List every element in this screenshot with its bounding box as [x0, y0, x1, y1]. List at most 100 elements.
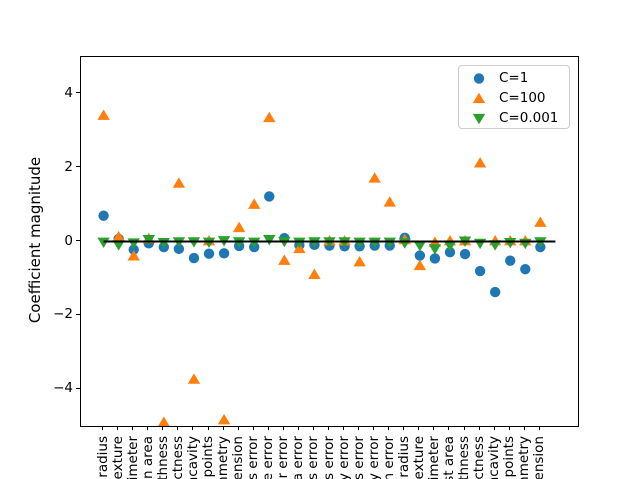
data-point — [489, 286, 501, 298]
data-point — [414, 250, 426, 261]
data-point — [203, 248, 215, 259]
x-tick-label: mean radius — [94, 436, 111, 479]
x-tick-label: worst compactness — [471, 436, 487, 479]
data-point — [173, 243, 185, 255]
x-tick-label: mean area — [139, 436, 156, 479]
data-point — [97, 109, 110, 120]
x-tick-label: mean smoothness — [155, 436, 171, 479]
x-tick-mark — [448, 426, 450, 430]
y-tick-mark — [76, 92, 80, 94]
legend-label: C=1 — [499, 70, 529, 86]
data-point — [202, 237, 216, 249]
x-tick-label: concave points error — [351, 436, 367, 479]
x-tick-mark — [538, 426, 540, 430]
data-point — [473, 238, 487, 250]
x-tick-mark — [147, 426, 149, 430]
data-point — [247, 237, 261, 249]
x-tick-mark — [222, 426, 224, 430]
x-tick-label: mean texture — [110, 436, 126, 479]
data-point — [368, 237, 381, 249]
x-tick-label: mean compactness — [170, 436, 186, 479]
x-tick-label: radius error — [245, 436, 262, 479]
triangle-down-icon — [459, 112, 499, 125]
data-point — [505, 255, 516, 266]
data-point — [264, 191, 275, 202]
circle-icon — [459, 72, 499, 85]
data-point — [443, 240, 457, 252]
x-tick-mark — [403, 426, 405, 430]
data-point — [97, 237, 110, 249]
y-tick-label: 4 — [64, 84, 73, 101]
x-tick-label: compactness error — [321, 436, 337, 479]
x-tick-mark — [132, 426, 134, 430]
x-tick-label: worst symmetry — [516, 436, 532, 479]
x-tick-label: area error — [290, 436, 307, 479]
data-point — [534, 216, 547, 227]
data-point — [218, 248, 230, 259]
legend-item-c-100: C=100 — [459, 88, 569, 108]
x-tick-label: smoothness error — [305, 436, 321, 479]
data-point — [187, 373, 201, 384]
data-point — [232, 221, 246, 233]
data-point — [263, 111, 276, 123]
data-point — [459, 248, 471, 260]
x-tick-mark — [117, 426, 119, 430]
x-tick-mark — [207, 426, 209, 430]
y-tick-label: −4 — [53, 380, 73, 397]
data-point — [428, 244, 442, 255]
x-tick-label: worst area — [440, 436, 457, 479]
data-point — [444, 247, 456, 258]
y-tick-label: 0 — [64, 232, 73, 249]
data-point — [142, 235, 155, 246]
x-tick-mark — [192, 426, 194, 430]
legend-item-c-1: C=1 — [459, 68, 569, 88]
data-point — [293, 237, 306, 249]
x-tick-label: mean fractal dimension — [230, 436, 246, 479]
x-tick-mark — [328, 426, 329, 430]
data-point — [413, 259, 427, 271]
x-tick-mark — [493, 426, 495, 430]
data-point — [127, 250, 140, 261]
x-tick-mark — [418, 426, 420, 430]
data-point — [128, 244, 139, 255]
x-tick-mark — [297, 426, 299, 430]
plot-area — [80, 56, 579, 427]
x-tick-label: worst concavity — [486, 436, 502, 479]
x-tick-mark — [102, 426, 104, 430]
data-point — [247, 198, 261, 209]
x-tick-label: worst smoothness — [456, 436, 472, 479]
data-point — [112, 230, 125, 242]
x-tick-mark — [463, 426, 465, 430]
x-tick-label: worst radius — [395, 436, 412, 479]
x-tick-label: symmetry error — [366, 436, 382, 479]
data-point — [217, 413, 231, 425]
x-tick-label: concavity error — [336, 436, 352, 479]
x-tick-mark — [508, 426, 510, 430]
x-tick-mark — [373, 426, 375, 430]
x-tick-mark — [237, 426, 239, 430]
x-tick-label: perimeter error — [275, 436, 291, 479]
x-tick-label: worst texture — [411, 436, 427, 479]
x-tick-mark — [358, 426, 360, 430]
x-tick-mark — [252, 426, 254, 430]
y-tick-mark — [76, 313, 80, 315]
x-tick-mark — [343, 426, 345, 430]
y-tick-mark — [76, 240, 80, 241]
data-point — [368, 172, 381, 183]
x-tick-mark — [162, 426, 164, 430]
data-point — [429, 253, 441, 264]
data-point — [353, 237, 366, 249]
data-point — [413, 240, 427, 252]
data-point — [188, 252, 200, 264]
legend: C=1 C=100 C=0.001 — [458, 65, 570, 129]
data-point — [383, 196, 396, 207]
x-tick-label: mean concave points — [200, 436, 216, 479]
x-tick-mark — [433, 426, 435, 430]
data-point — [263, 235, 276, 246]
data-point — [278, 254, 291, 265]
x-tick-mark — [523, 426, 525, 430]
x-tick-mark — [312, 426, 314, 430]
x-tick-mark — [388, 426, 390, 430]
data-point — [488, 240, 502, 251]
